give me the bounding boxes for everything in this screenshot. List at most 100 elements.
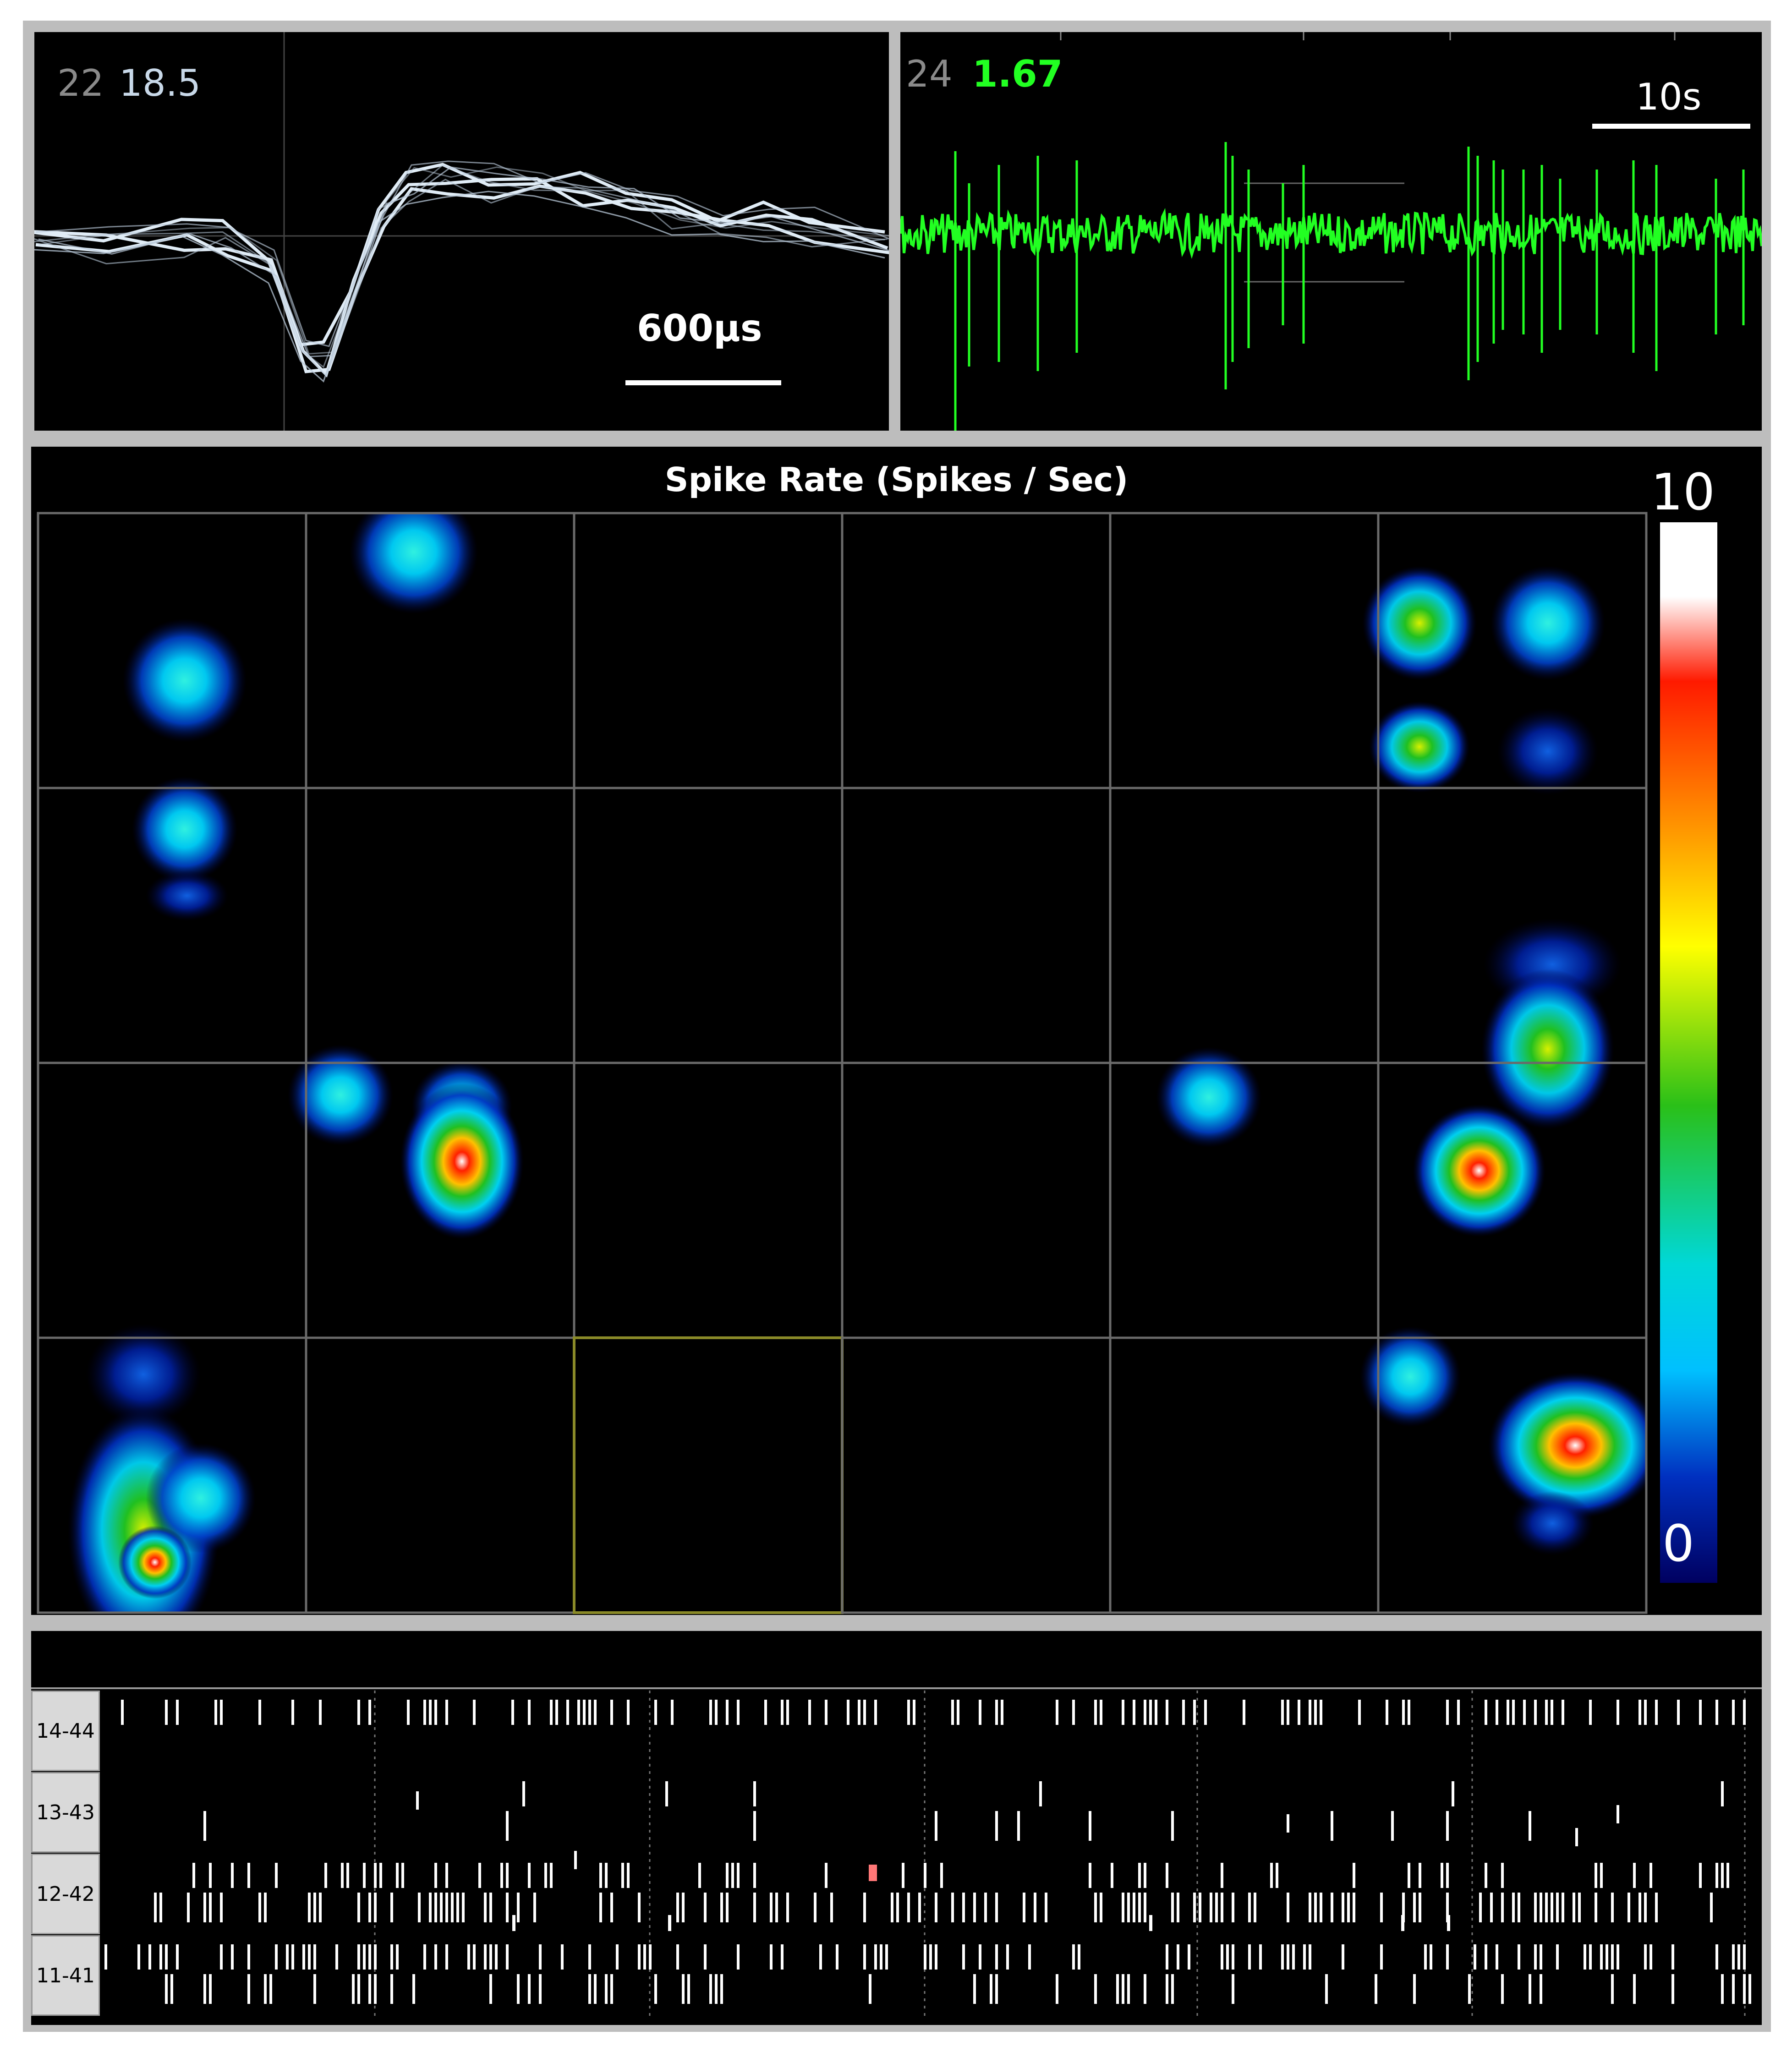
spike-tick — [1655, 1700, 1658, 1725]
spike-tick — [1419, 1893, 1421, 1922]
spike-tick — [1166, 1974, 1168, 2004]
electrode-cell — [841, 512, 1112, 789]
spike-tick — [137, 1944, 140, 1970]
spike-tick — [1710, 1893, 1713, 1922]
spike-tick — [682, 1893, 685, 1922]
spike-tick — [836, 1944, 838, 1970]
spike-tick — [863, 1700, 866, 1725]
spike-tick — [984, 1893, 987, 1922]
spike-tick — [995, 1893, 998, 1922]
spike-tick — [416, 1791, 419, 1810]
spike-tick — [1314, 1700, 1317, 1725]
spike-tick — [1501, 1893, 1504, 1922]
spike-tick — [1386, 1700, 1388, 1725]
spike-tick — [1644, 1700, 1647, 1725]
spike-tick — [489, 1893, 492, 1922]
spike-tick — [1529, 1811, 1531, 1841]
spike-tick — [1347, 1893, 1350, 1922]
spike-rate-blob — [1511, 1491, 1594, 1555]
spike-tick — [979, 1944, 981, 1970]
spike-tick — [231, 1863, 234, 1888]
spike-tick — [1320, 1893, 1322, 1922]
spike-tick — [357, 1893, 360, 1922]
spike-tick — [434, 1863, 437, 1888]
spike-tick — [550, 1700, 553, 1725]
spike-waveform-trace — [35, 160, 889, 347]
spike-tick — [374, 1863, 377, 1888]
spike-tick — [1342, 1944, 1344, 1970]
spike-tick — [995, 1700, 998, 1725]
spike-tick — [1138, 1893, 1141, 1922]
spike-tick — [1507, 1700, 1509, 1725]
spike-tick — [247, 1974, 250, 2004]
spike-tick — [192, 1863, 195, 1888]
spike-tick — [907, 1700, 910, 1725]
spike-tick — [528, 1974, 531, 2004]
spike-tick — [220, 1944, 223, 1970]
spike-tick — [319, 1700, 322, 1725]
spike-tick — [203, 1811, 206, 1841]
spike-tick — [429, 1893, 432, 1922]
spike-tick — [737, 1700, 740, 1725]
spike-tick — [1540, 1944, 1542, 1970]
spike-tick — [814, 1893, 817, 1922]
spike-tick — [775, 1893, 778, 1922]
spike-tick — [517, 1974, 520, 2004]
spike-tick — [1600, 1944, 1603, 1970]
spike-tick — [819, 1944, 822, 1970]
spike-tick — [874, 1700, 877, 1725]
spike-tick — [962, 1893, 965, 1922]
spike-tick — [616, 1944, 619, 1970]
spike-tick — [962, 1944, 965, 1970]
spike-tick — [1447, 1915, 1450, 1931]
spike-tick — [671, 1700, 674, 1725]
spike-tick — [462, 1893, 465, 1922]
spike-tick — [1248, 1893, 1251, 1922]
spike-tick — [1331, 1811, 1333, 1841]
spike-tick — [165, 1944, 168, 1970]
spike-tick — [506, 1863, 509, 1888]
spike-tick — [1402, 1700, 1405, 1725]
spike-tick — [1221, 1944, 1223, 1970]
spike-tick — [1089, 1863, 1091, 1888]
spike-tick — [1171, 1811, 1174, 1841]
spike-tick — [275, 1944, 278, 1970]
spike-tick — [1595, 1893, 1597, 1922]
spike-tick — [1358, 1700, 1361, 1725]
spike-tick — [1589, 1944, 1592, 1970]
spike-tick — [544, 1863, 547, 1888]
spike-tick — [1298, 1700, 1300, 1725]
spike-tick — [781, 1700, 784, 1725]
spike-tick — [1639, 1700, 1641, 1725]
spike-tick — [121, 1700, 124, 1725]
spike-waveform-trace — [34, 179, 888, 378]
spike-tick — [1166, 1863, 1168, 1888]
spike-tick — [1501, 1863, 1504, 1888]
spike-waveform-trace — [34, 191, 885, 383]
spike-tick — [1342, 1893, 1344, 1922]
spike-rate-blob — [1413, 1104, 1545, 1237]
electrode-cell — [573, 1062, 844, 1339]
spike-tick — [445, 1944, 448, 1970]
spike-tick — [258, 1700, 261, 1725]
spike-tick — [231, 1944, 234, 1970]
spike-tick — [357, 1974, 360, 2004]
spike-tick — [880, 1944, 882, 1970]
spike-tick — [786, 1893, 789, 1922]
spike-tick — [924, 1863, 926, 1888]
spike-tick — [390, 1893, 393, 1922]
spike-tick — [753, 1863, 756, 1888]
spike-tick — [1309, 1700, 1311, 1725]
spike-tick — [1573, 1893, 1575, 1922]
spike-tick — [1006, 1944, 1009, 1970]
spike-tick — [709, 1974, 712, 2004]
spike-tick — [731, 1863, 734, 1888]
spike-tick — [1017, 1811, 1020, 1841]
spike-tick — [1276, 1863, 1278, 1888]
spike-rate-blob — [123, 618, 247, 742]
spike-tick — [698, 1863, 701, 1888]
spike-tick — [588, 1700, 591, 1725]
spike-tick — [374, 1944, 377, 1970]
spike-tick — [709, 1700, 712, 1725]
spike-tick — [1732, 1700, 1735, 1725]
